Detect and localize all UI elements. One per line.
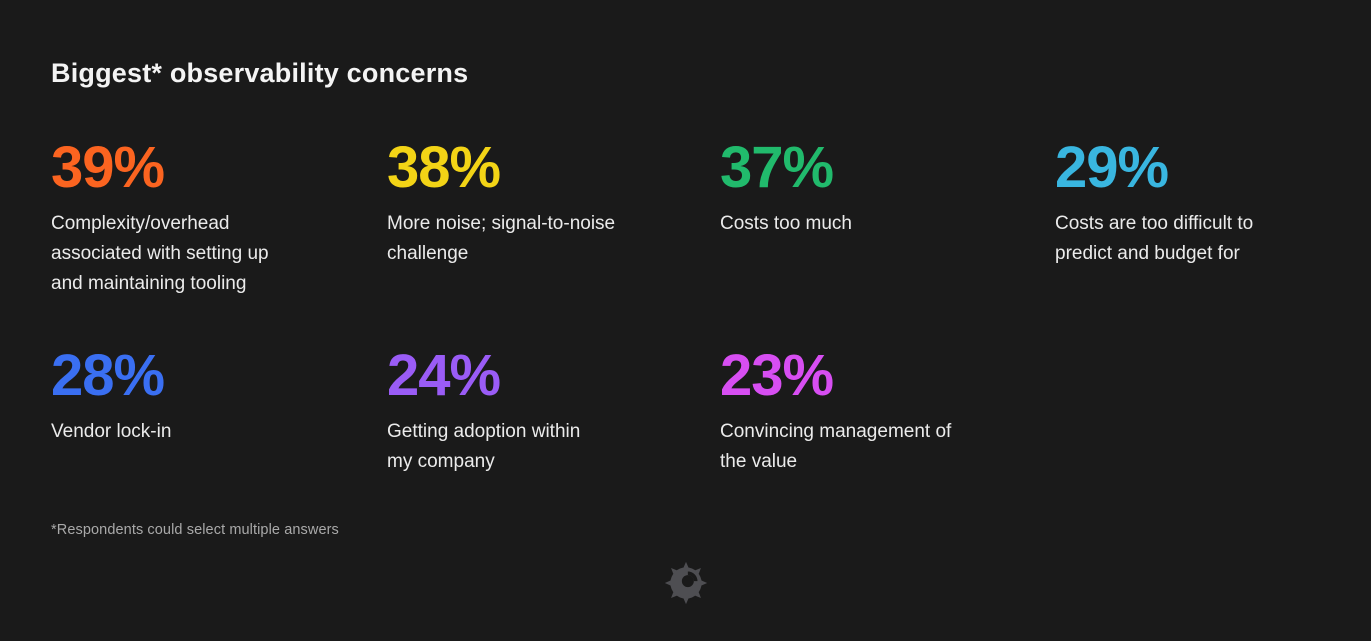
- stat-item: 23% Convincing management of the value: [720, 347, 1055, 477]
- stat-value: 29%: [1055, 135, 1169, 200]
- page-title: Biggest* observability concerns: [51, 58, 469, 88]
- grafana-logo: [663, 560, 709, 606]
- stat-value: 23%: [720, 343, 834, 408]
- stat-item: 28% Vendor lock-in: [51, 347, 387, 477]
- stat-label: Costs too much: [720, 213, 852, 234]
- stat-label: Vendor lock-in: [51, 421, 172, 442]
- stat-item: 37% Costs too much: [720, 139, 1055, 299]
- stat-label: Convincing management of the value: [720, 421, 952, 472]
- stat-item: 29% Costs are too difficult to predict a…: [1055, 139, 1371, 299]
- stats-grid: 39% Complexity/overhead associated with …: [51, 139, 1320, 477]
- stat-label: Costs are too difficult to predict and b…: [1055, 213, 1254, 264]
- stat-label: More noise; signal-to-noise challenge: [387, 213, 616, 264]
- stat-item: 38% More noise; signal-to-noise challeng…: [387, 139, 720, 299]
- stat-value: 24%: [387, 343, 501, 408]
- stat-label: Getting adoption within my company: [387, 421, 581, 472]
- stat-value: 38%: [387, 135, 501, 200]
- stat-item: 24% Getting adoption within my company: [387, 347, 720, 477]
- stat-item: 39% Complexity/overhead associated with …: [51, 139, 387, 299]
- stat-value: 28%: [51, 343, 165, 408]
- footnote: *Respondents could select multiple answe…: [51, 522, 339, 538]
- stat-value: 39%: [51, 135, 165, 200]
- stat-value: 37%: [720, 135, 834, 200]
- stat-label: Complexity/overhead associated with sett…: [51, 213, 269, 294]
